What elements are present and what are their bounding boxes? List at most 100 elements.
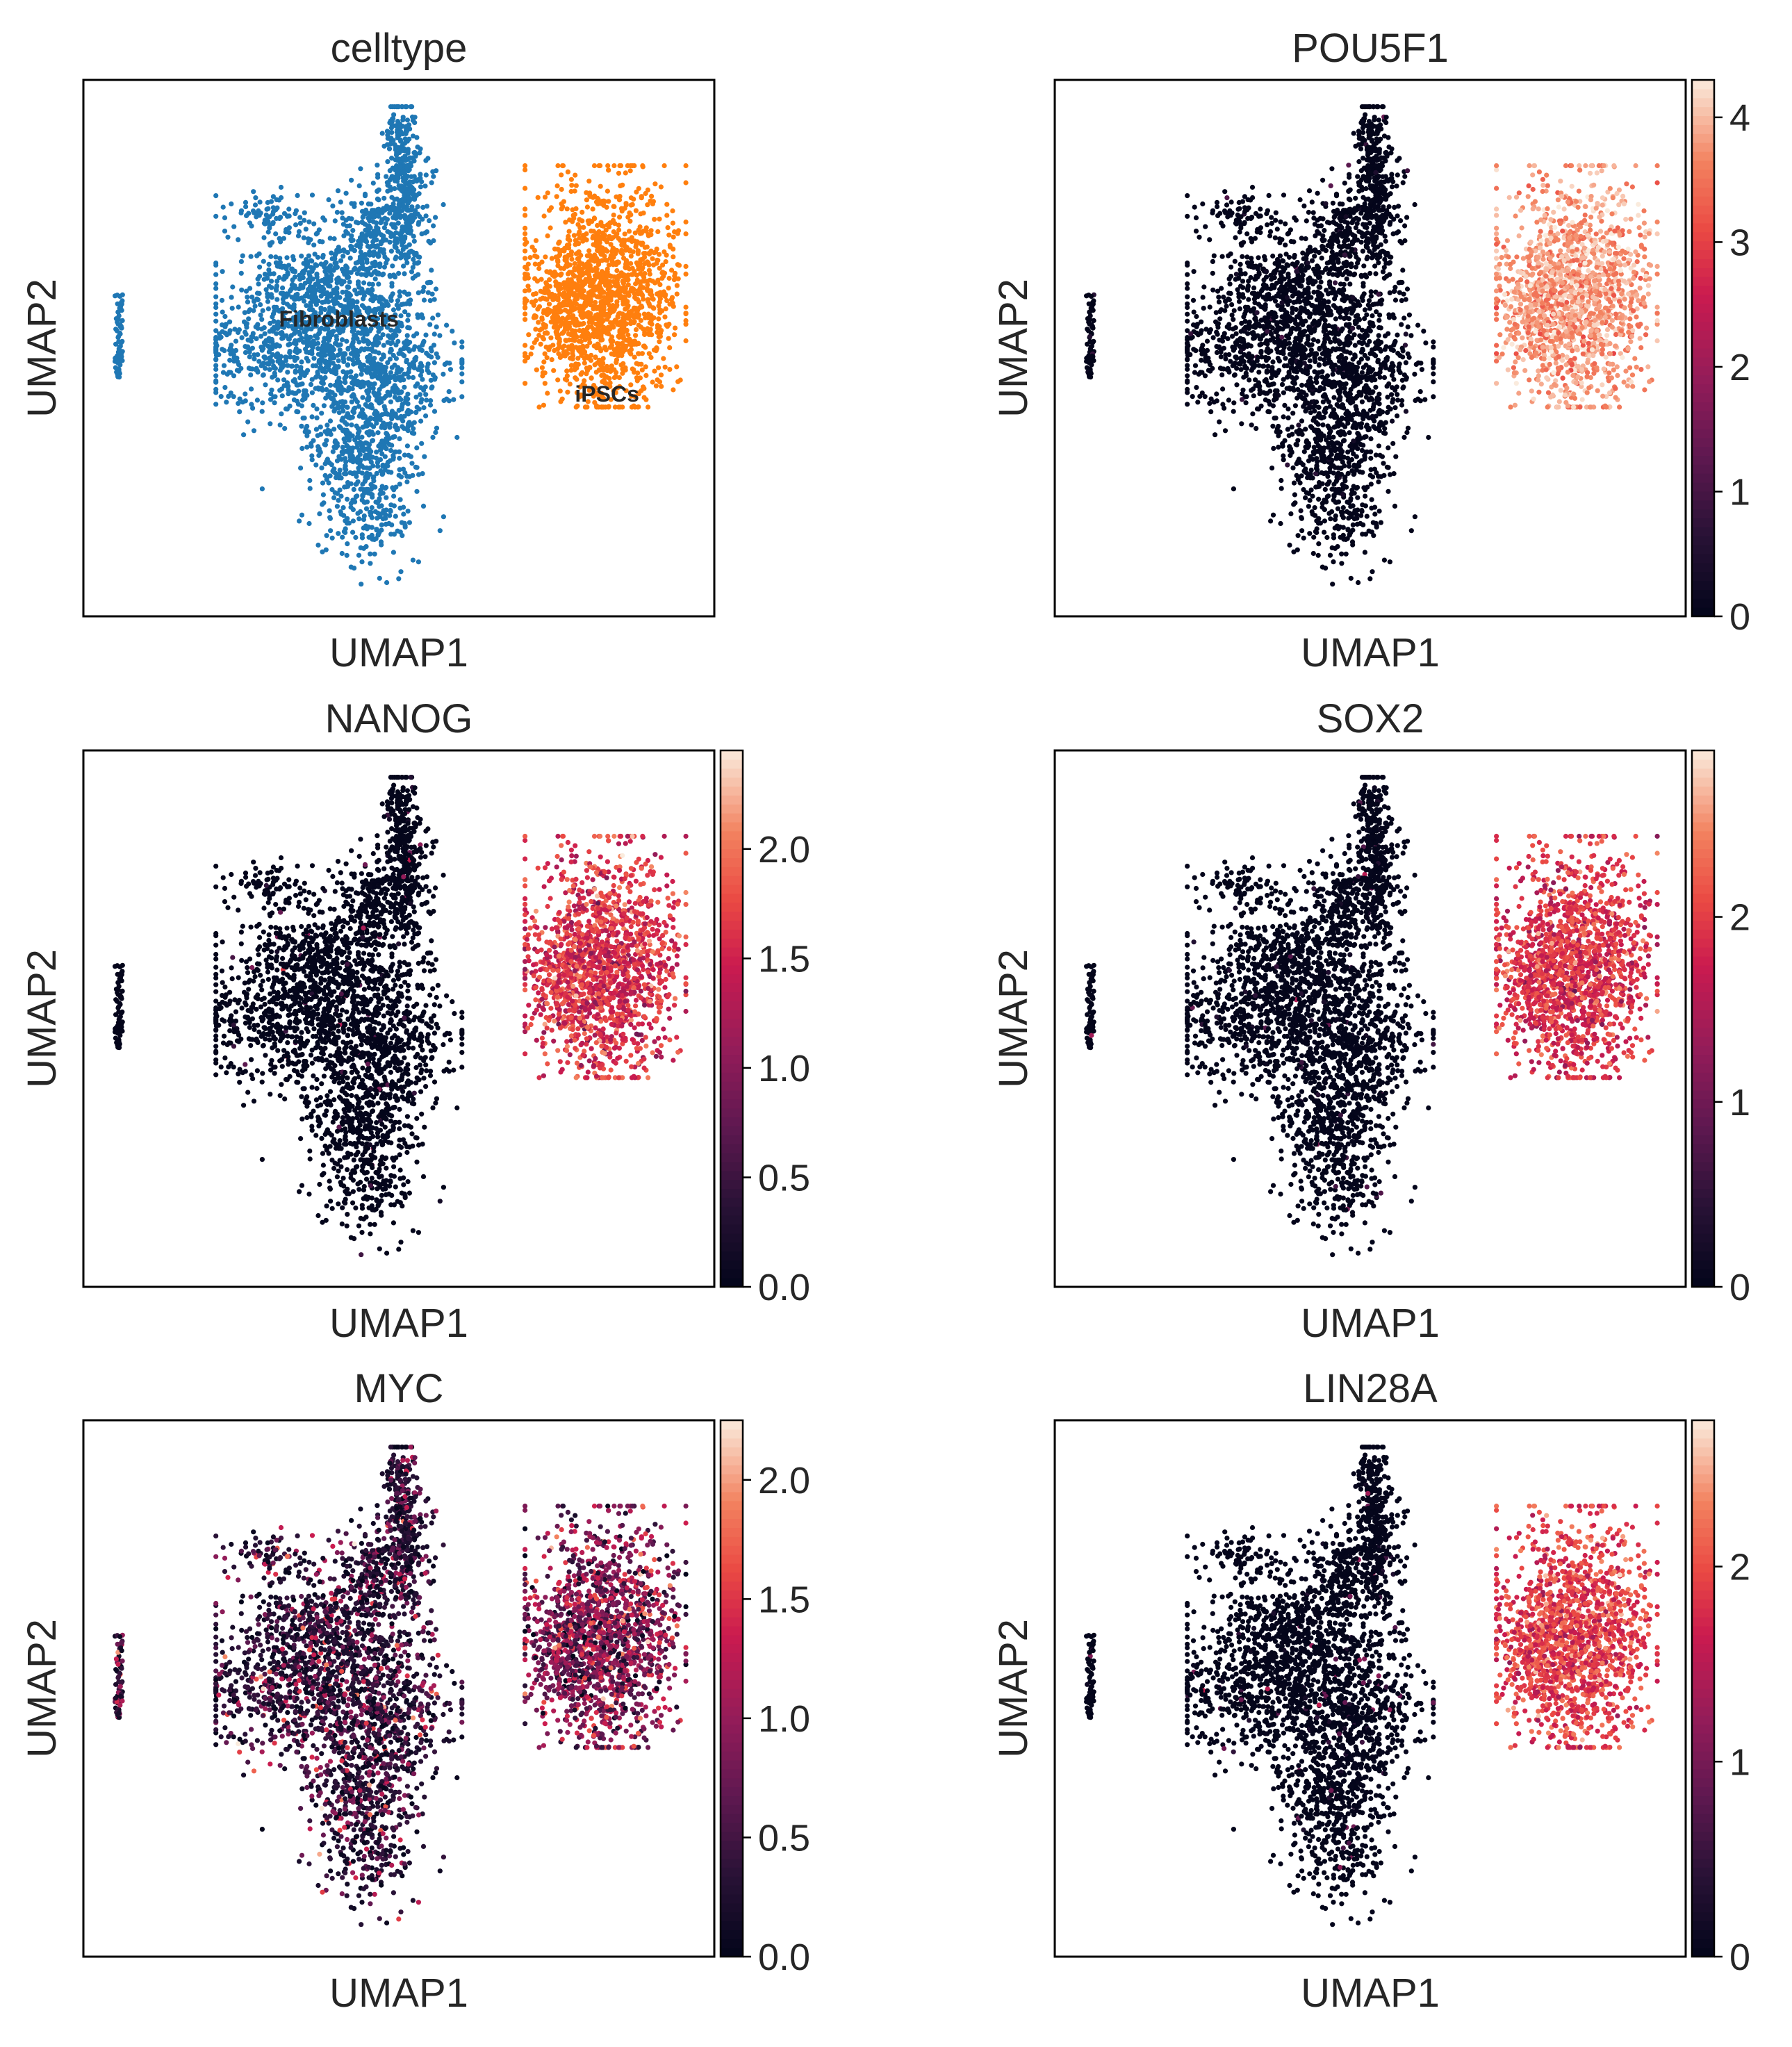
data-point (431, 223, 436, 229)
data-point (676, 263, 682, 268)
data-point (1341, 536, 1347, 542)
data-point (584, 365, 590, 371)
data-point (306, 520, 312, 527)
data-point (113, 341, 119, 347)
data-point (318, 261, 324, 267)
data-point (553, 279, 559, 285)
data-point (632, 238, 638, 244)
data-point (579, 370, 585, 375)
data-point (320, 480, 326, 486)
data-point (398, 397, 404, 402)
data-point (557, 239, 562, 245)
data-point (540, 370, 546, 376)
data-point (388, 248, 395, 254)
data-point (400, 242, 405, 248)
data-point (371, 238, 377, 243)
data-point (430, 315, 436, 321)
data-point (570, 356, 575, 362)
data-point (652, 368, 657, 374)
data-point (272, 394, 278, 400)
data-point (267, 329, 272, 334)
data-point (564, 254, 570, 260)
data-point (220, 204, 226, 210)
data-point (393, 413, 399, 419)
data-point (1364, 513, 1370, 519)
data-point (328, 293, 334, 299)
data-point (1372, 511, 1378, 517)
data-point (361, 525, 366, 531)
data-point (416, 220, 422, 225)
data-point (523, 343, 528, 348)
data-point (365, 447, 371, 453)
data-point (548, 335, 554, 340)
data-point (362, 415, 368, 420)
data-point (418, 372, 424, 378)
data-point (433, 215, 438, 220)
data-point (386, 379, 392, 385)
data-point (418, 146, 423, 151)
data-point (391, 316, 396, 322)
data-point (628, 347, 634, 352)
data-point (117, 343, 123, 349)
data-point (378, 239, 384, 245)
data-point (318, 425, 323, 430)
data-point (633, 333, 639, 338)
data-point (579, 288, 585, 293)
data-point (309, 457, 315, 463)
data-point (664, 202, 670, 207)
data-point (593, 284, 599, 290)
data-point (222, 229, 228, 234)
data-point (283, 406, 289, 412)
data-point (320, 215, 326, 221)
data-point (119, 325, 124, 331)
data-point (379, 511, 385, 516)
data-point (523, 311, 528, 317)
data-point (619, 353, 625, 359)
data-point (595, 230, 601, 236)
data-point (339, 418, 345, 423)
data-point (547, 208, 552, 213)
data-point (274, 297, 280, 302)
data-point (227, 370, 232, 375)
data-point (538, 341, 543, 347)
data-point (660, 262, 666, 268)
data-point (1285, 406, 1291, 412)
data-point (343, 264, 350, 270)
data-point (1353, 404, 1358, 409)
data-point (639, 303, 644, 309)
data-point (389, 340, 395, 345)
data-point (277, 260, 283, 265)
data-point (323, 547, 329, 552)
data-point (388, 502, 394, 508)
data-point (391, 550, 397, 555)
data-point (645, 282, 650, 288)
data-point (555, 377, 561, 383)
data-point (322, 348, 327, 354)
data-point (674, 364, 680, 370)
data-point (523, 225, 528, 231)
data-point (344, 422, 350, 427)
data-point (616, 170, 622, 176)
data-point (301, 392, 306, 398)
data-point (304, 444, 310, 450)
data-point (598, 163, 603, 169)
data-point (334, 285, 340, 290)
data-point (1291, 480, 1297, 486)
data-point (408, 231, 413, 236)
data-point (354, 347, 359, 353)
data-point (560, 163, 566, 169)
data-point (1313, 466, 1320, 471)
data-point (1329, 452, 1334, 457)
data-point (381, 195, 387, 201)
data-point (356, 359, 362, 365)
data-point (459, 359, 465, 365)
data-point (604, 272, 609, 277)
data-point (408, 104, 413, 110)
data-point (359, 582, 364, 587)
data-point (256, 208, 261, 213)
data-point (404, 357, 410, 363)
data-point (629, 272, 634, 277)
data-point (595, 294, 602, 299)
data-point (360, 395, 365, 400)
data-point (540, 289, 545, 295)
